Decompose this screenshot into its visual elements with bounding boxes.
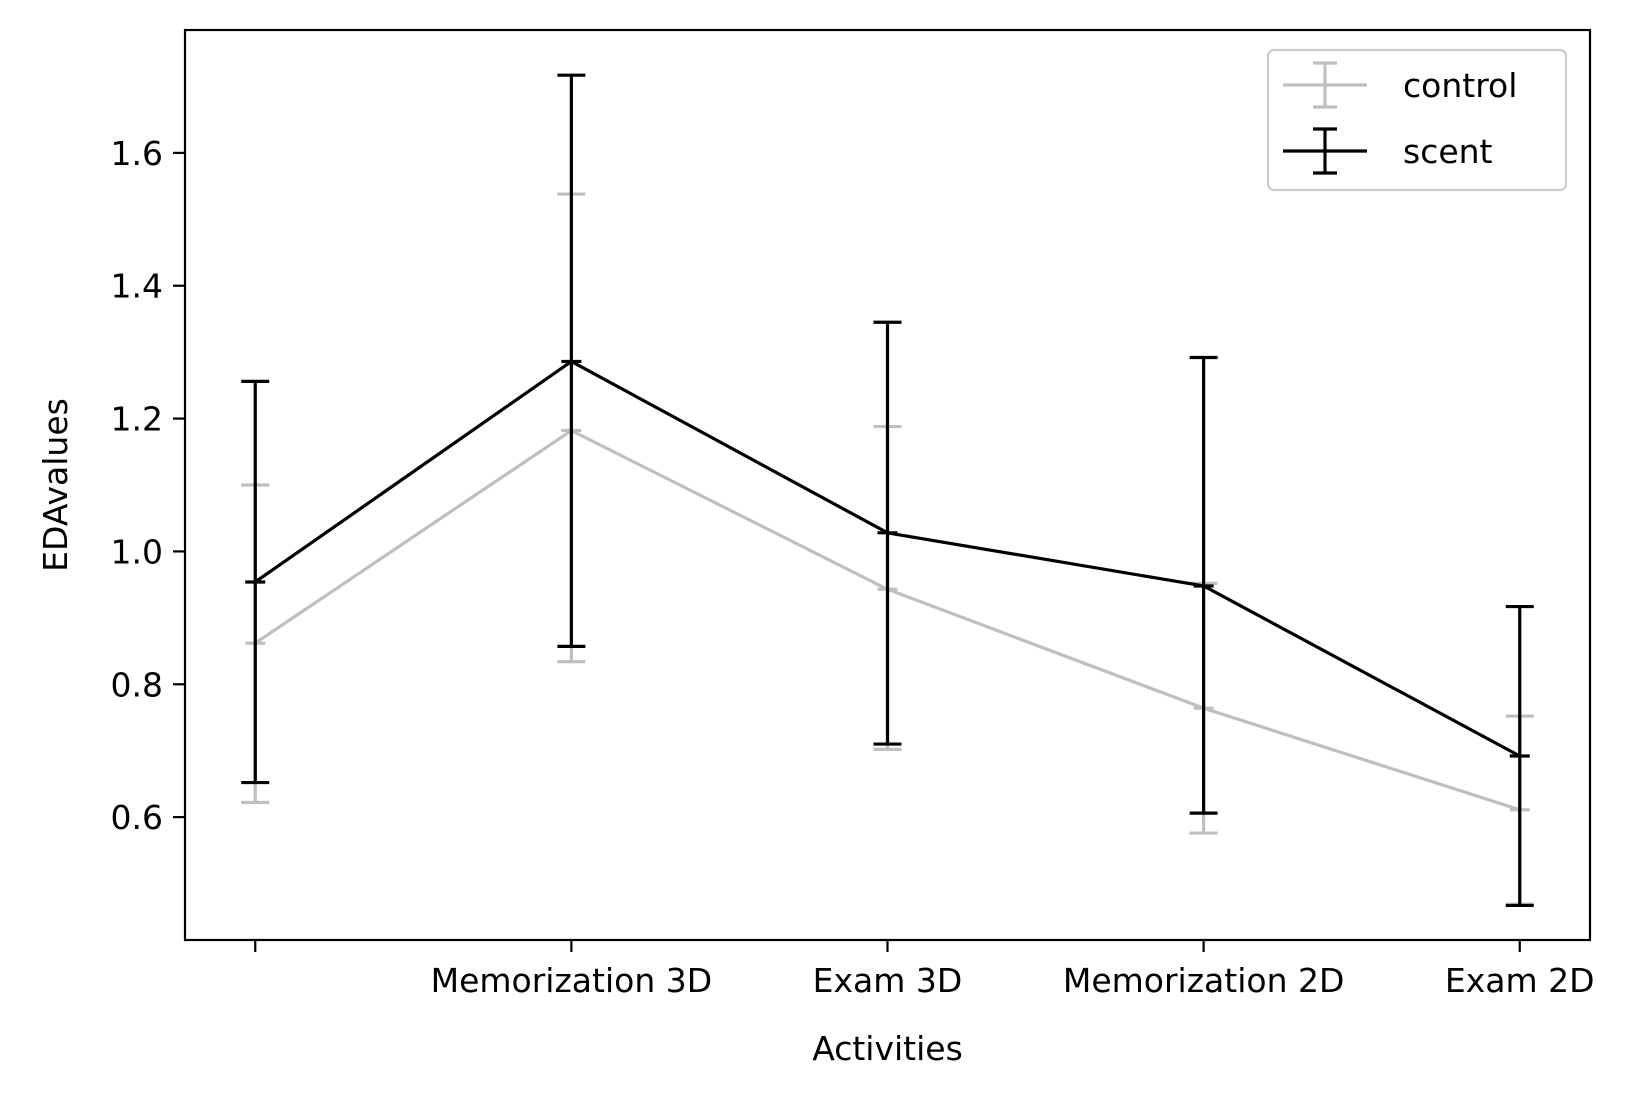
error-bar-scent xyxy=(1189,355,1218,815)
series-scent xyxy=(241,73,1534,908)
y-tick-label: 1.0 xyxy=(111,532,163,571)
y-tick-label: 1.4 xyxy=(111,267,163,306)
legend-item-scent: scent xyxy=(1283,127,1493,175)
y-tick-label: 0.8 xyxy=(111,665,163,704)
y-tick-label: 1.2 xyxy=(111,400,163,439)
legend-item-control: control xyxy=(1283,61,1517,109)
y-tick-label: 0.6 xyxy=(111,798,163,837)
error-bar-scent xyxy=(1505,604,1534,908)
plot-area xyxy=(241,73,1534,908)
error-bar-scent xyxy=(873,320,902,746)
x-tick-label: Exam 2D xyxy=(1445,961,1595,1000)
legend-label: control xyxy=(1403,66,1517,105)
legend: control scent xyxy=(1266,48,1568,192)
error-bar-scent xyxy=(241,379,270,785)
x-axis-title: Activities xyxy=(812,1029,963,1068)
y-axis-title: EDAvalues xyxy=(36,398,75,572)
y-tick-label: 1.6 xyxy=(111,134,163,173)
legend-label: scent xyxy=(1403,132,1493,171)
error-bar-scent xyxy=(557,73,586,649)
axes: Memorization 3D Exam 3D Memorization 2D Exa… xyxy=(111,134,1595,1000)
x-tick-label: Memorization 3D xyxy=(431,961,713,1000)
x-tick-label: Exam 3D xyxy=(813,961,963,1000)
x-tick-label: Memorization 2D xyxy=(1063,961,1345,1000)
